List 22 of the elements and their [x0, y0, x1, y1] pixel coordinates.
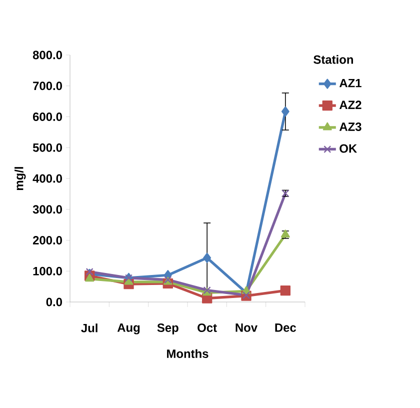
y-tick-label: 500.0 [32, 143, 62, 152]
x-tick-label: Dec [275, 324, 296, 332]
y-tick-label: 800.0 [32, 50, 62, 60]
x-tick-label: Sep [157, 324, 178, 334]
legend-label: AZ2 [339, 100, 362, 109]
y-tick-label: 400.0 [32, 174, 62, 183]
y-tick-label: 100.0 [33, 266, 62, 276]
y-tick-label: 700.0 [33, 82, 62, 90]
x-tick-label: Aug [117, 324, 140, 334]
y-axis-title: mg/l [14, 167, 26, 190]
y-tick-label: 300.0 [32, 205, 62, 214]
y-tick-label: 200.0 [32, 236, 62, 244]
x-axis-title: Months [167, 349, 208, 358]
legend-label: OK [340, 144, 357, 153]
legend-label: AZ1 [339, 78, 362, 88]
legend-label: AZ3 [339, 122, 362, 131]
x-tick-label: Nov [236, 324, 258, 332]
y-tick-label: 0.0 [46, 298, 62, 306]
legend-title: Station [314, 55, 353, 64]
x-tick-label: Oct [198, 324, 217, 332]
x-tick-label: Jul [81, 324, 98, 332]
y-tick-label: 600.0 [33, 112, 62, 121]
